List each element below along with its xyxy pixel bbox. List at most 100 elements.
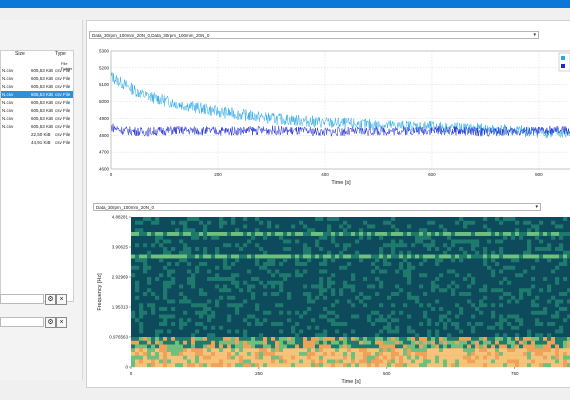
heatmap-cell [459, 254, 464, 259]
file-row[interactable]: N.csv 605,53 KiB csv File [1, 75, 73, 82]
heatmap-cell [439, 355, 444, 360]
heatmap-cell [463, 254, 468, 259]
heatmap-cell [443, 243, 448, 248]
heatmap-cell [191, 232, 196, 236]
heatmap-cell [535, 303, 540, 308]
heatmap-cell [327, 254, 332, 259]
type-column-header[interactable]: Type [55, 51, 66, 57]
file-row[interactable]: 44,91 KiB csv File [1, 139, 73, 146]
file-row[interactable]: 22,50 KiB csv File [1, 131, 73, 138]
heatmap-cell [239, 363, 244, 368]
heatmap-cell [299, 314, 304, 319]
heatmap-cell [271, 292, 276, 296]
heatmap-cell [467, 299, 472, 304]
heatmap-cell [251, 348, 256, 353]
heatmap-cell [131, 363, 136, 368]
heatmap-cell [151, 344, 156, 349]
heatmap-cell [395, 254, 400, 259]
heatmap-cell [263, 262, 268, 266]
heatmap-cell [219, 217, 224, 221]
heatmap-cell [515, 359, 520, 364]
close-icon[interactable]: × [56, 294, 67, 305]
heatmap-cell [495, 262, 500, 266]
heatmap-cell [291, 363, 296, 368]
heatmap-cell [167, 269, 172, 274]
heatmap-cell [255, 228, 260, 233]
file-row-selected[interactable]: N.csv 605,53 KiB csv File [1, 91, 73, 98]
heatmap-cell [511, 344, 516, 349]
heatmap-cell [407, 329, 412, 334]
y-tick-label: 1.95313 [112, 304, 129, 309]
heatmap-cell [219, 352, 224, 356]
heatmap-cell [239, 247, 244, 251]
heatmap-cell [219, 220, 224, 225]
heatmap-cell [143, 269, 148, 274]
heatmap-cell [207, 254, 212, 259]
heatmap-cell [283, 258, 288, 263]
heatmap-cell [499, 232, 504, 236]
heatmap-cell [207, 277, 212, 281]
heatmap-cell [475, 254, 480, 259]
spectrogram-data-selector[interactable]: Data_30rpm_100mm_20N_0 ▾ [93, 203, 541, 211]
heatmap-cell [503, 235, 508, 240]
heatmap-cell [423, 352, 428, 356]
heatmap-cell [315, 243, 320, 248]
heatmap-cell [171, 355, 176, 360]
file-row[interactable]: N.csv 605,53 KiB csv File [1, 107, 73, 114]
path-field-1[interactable] [0, 294, 44, 304]
heatmap-cell [179, 292, 184, 296]
heatmap-cell [447, 333, 452, 338]
heatmap-cell [287, 340, 292, 345]
heatmap-cell [427, 359, 432, 364]
heatmap-cell [143, 254, 148, 259]
heatmap-cell [367, 232, 372, 236]
heatmap-cell [219, 344, 224, 349]
heatmap-cell [195, 344, 200, 349]
size-column-header[interactable]: Size [15, 51, 25, 57]
heatmap-cell [435, 329, 440, 334]
heatmap-cell [443, 250, 448, 255]
gear-icon[interactable]: ⚙ [45, 317, 56, 328]
heatmap-cell [551, 355, 556, 360]
path-field-2[interactable] [0, 317, 44, 327]
heatmap-cell [399, 262, 404, 266]
heatmap-cell [247, 314, 252, 319]
heatmap-cell [207, 299, 212, 304]
heatmap-cell [131, 344, 136, 349]
heatmap-cell [183, 322, 188, 326]
plot-data-selector[interactable]: Data_30rpm_100mm_20N_0,Data_30rpm_100mm_… [89, 31, 539, 39]
heatmap-cell [207, 220, 212, 225]
heatmap-cell [467, 344, 472, 349]
heatmap-cell [239, 340, 244, 345]
file-size: 605,53 KiB [31, 108, 54, 113]
heatmap-cell [439, 307, 444, 311]
heatmap-cell [303, 355, 308, 360]
file-size: 605,53 KiB [31, 76, 54, 81]
close-icon[interactable]: × [56, 317, 67, 328]
file-row[interactable]: N.csv 605,53 KiB csv File [1, 115, 73, 122]
heatmap-cell [367, 340, 372, 345]
heatmap-cell [255, 322, 260, 326]
heatmap-cell [547, 355, 552, 360]
heatmap-cell [223, 348, 228, 353]
heatmap-cell [195, 217, 200, 221]
heatmap-cell [171, 299, 176, 304]
gear-icon[interactable]: ⚙ [45, 294, 56, 305]
heatmap-cell [327, 280, 332, 285]
heatmap-cell [291, 355, 296, 360]
file-size: 605,53 KiB [31, 84, 54, 89]
file-list[interactable]: Size Type File Folder N.csv 605,53 KiB c… [0, 50, 74, 302]
file-row[interactable]: N.csv 605,53 KiB csv File [1, 83, 73, 90]
heatmap-cell [139, 314, 144, 319]
heatmap-cell [507, 348, 512, 353]
file-row[interactable]: N.csv 605,53 KiB csv File [1, 99, 73, 106]
heatmap-cell [467, 348, 472, 353]
heatmap-cell [299, 348, 304, 353]
file-row[interactable]: N.csv 605,53 KiB csv File [1, 123, 73, 130]
heatmap-cell [483, 250, 488, 255]
heatmap-cell [379, 359, 384, 364]
heatmap-cell [263, 235, 268, 240]
file-row[interactable]: N.csv 605,53 KiB csv File [1, 67, 73, 74]
